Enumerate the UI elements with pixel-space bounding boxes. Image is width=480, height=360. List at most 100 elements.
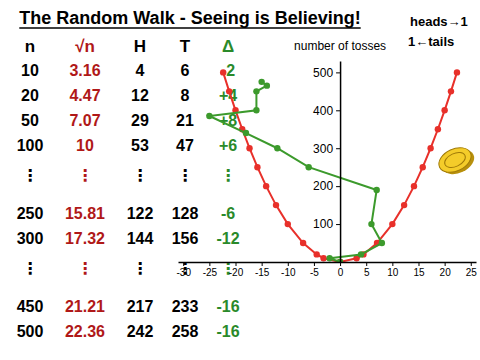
table-cell: -16 [216,298,239,315]
y-tick-mark [336,72,340,73]
table-header: T [180,37,191,56]
x-tick: -30 [177,262,192,278]
title-underline [19,27,360,29]
table-cell: 50 [21,112,39,129]
series-point [373,187,379,193]
x-tick: 25 [466,262,478,278]
x-tick-mark [392,262,393,266]
series-point [368,221,374,227]
table-cell: ⋮ [22,167,38,184]
y-axis-line [340,62,342,263]
series-point [320,255,326,261]
x-tick-label: -10 [281,267,296,278]
y-axis: 100200300400500 [313,62,341,263]
y-axis-title: number of tosses [294,39,386,53]
series-point [441,107,447,113]
table: n√nHTΔ103.1646-2204.47128+4507.072921+81… [17,37,240,340]
x-tick: -5 [310,262,319,278]
table-cell: 17.32 [65,230,105,247]
y-tick: 300 [313,142,340,156]
series-point [273,202,279,208]
x-tick-label: 25 [466,267,478,278]
x-tick-mark [340,262,341,266]
table-cell: -12 [216,230,239,247]
x-tick-mark [366,262,367,266]
series-point [263,183,269,189]
series-point [264,82,270,88]
table-cell: 500 [17,323,44,340]
x-tick-label: 5 [364,267,370,278]
table-cell: 258 [172,323,199,340]
table-cell: ⋮ [220,167,236,184]
table-cell: 8 [181,87,190,104]
x-axis-line [179,262,477,264]
x-tick-label: 10 [387,267,399,278]
x-tick-label: 15 [413,267,425,278]
table-cell: -2 [221,62,235,79]
y-tick-label: 500 [313,66,333,80]
series-point [420,164,426,170]
x-tick: -25 [203,262,218,278]
x-tick-label: 0 [338,267,344,278]
table-cell: 15.81 [65,205,105,222]
table-cell: 217 [127,298,154,315]
table-cell: 3.16 [69,62,100,79]
table-cell: ⋮ [177,167,193,184]
table-cell: ⋮ [132,167,148,184]
table-header: H [134,37,146,56]
table-cell: 122 [127,205,154,222]
table-cell: 300 [17,230,44,247]
series-point [246,145,252,151]
table-cell: +4 [219,87,237,104]
table-cell: 53 [131,137,149,154]
coin-rim [442,149,467,170]
series-point [314,251,320,257]
table-cell: 4.47 [69,87,100,104]
table-cell: +6 [219,137,237,154]
x-tick: 0 [338,262,344,278]
y-tick-mark [336,110,340,111]
x-tick-mark [418,262,419,266]
table-cell: 450 [17,298,44,315]
table-cell: 21 [176,112,194,129]
series-point [253,88,259,94]
x-tick-mark [288,262,289,266]
y-tick-mark [336,148,340,149]
series-point [306,164,312,170]
x-tick: 20 [440,262,452,278]
series-point [253,107,259,113]
table-cell: ⋮ [77,260,93,277]
coin-icon [435,142,478,180]
slide: The Random Walk - Seeing is Believing!n√… [0,0,480,360]
series-point [389,221,395,227]
y-tick-mark [336,224,340,225]
annotation: 1←tails [408,34,454,49]
table-cell: 128 [172,205,199,222]
series-line [223,72,340,262]
table-cell: 7.07 [69,112,100,129]
y-tick-label: 100 [313,217,333,231]
series-point [220,69,226,75]
series-point [243,130,249,136]
table-cell: 47 [176,137,194,154]
table-cell: 22.36 [65,323,105,340]
table-header: √n [75,37,95,56]
table-cell: 10 [76,137,94,154]
series-point [379,240,385,246]
series-point [258,79,264,85]
table-cell: 233 [172,298,199,315]
table-cell: 250 [17,205,44,222]
table-cell: 242 [127,323,154,340]
x-tick-label: -15 [255,267,270,278]
x-tick-mark [471,262,472,266]
table-cell: 12 [131,87,149,104]
y-tick-label: 200 [313,179,333,193]
table-header: n [25,37,35,56]
y-tick: 100 [313,217,340,231]
series-point [300,240,306,246]
series-point [358,251,364,257]
x-tick-mark [183,262,184,266]
table-cell: 6 [181,62,190,79]
series-point [454,69,460,75]
x-tick-label: -20 [229,267,244,278]
